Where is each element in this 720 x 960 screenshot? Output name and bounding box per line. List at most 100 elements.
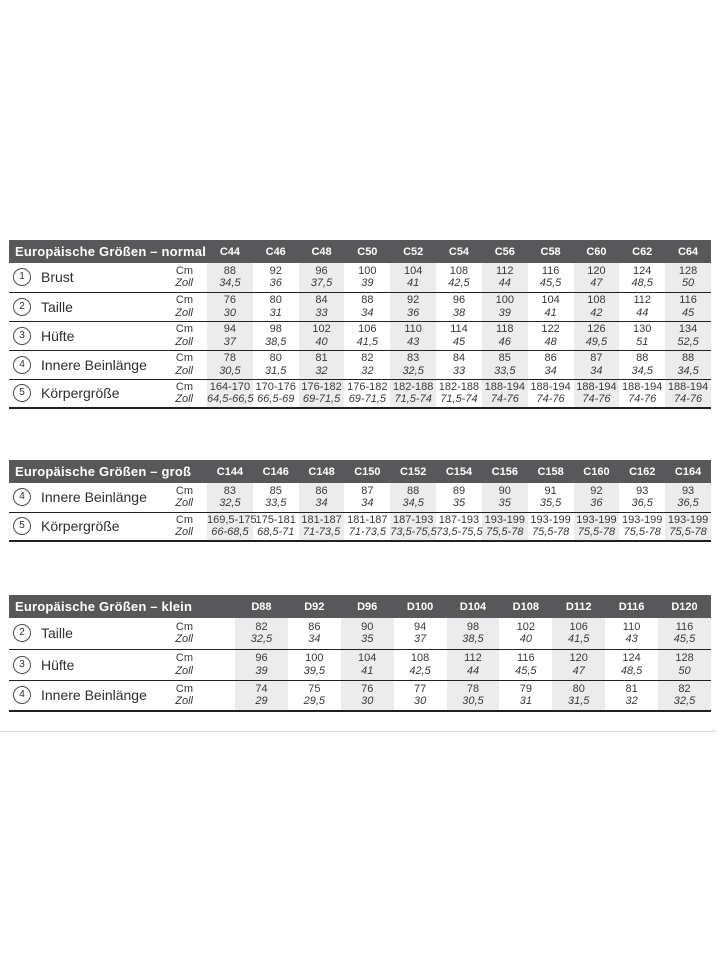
column-header-d108: D108: [499, 595, 553, 618]
cm-value: 116: [679, 294, 697, 306]
zoll-value: 74-76: [628, 393, 657, 406]
unit-cm-label: Cm: [175, 352, 193, 364]
data-cell: 80 31,5: [252, 349, 299, 379]
data-cell: 104 41: [390, 263, 437, 292]
zoll-value: 36,5: [631, 497, 653, 510]
zoll-value: 31: [519, 695, 532, 708]
column-header-c64: C64: [665, 240, 711, 263]
data-cell: 130 51: [619, 320, 666, 350]
column-header-d104: D104: [446, 595, 500, 618]
data-cell: 88 34,5: [390, 483, 437, 512]
data-cell: 128 50: [658, 648, 711, 680]
zoll-value: 33: [452, 364, 466, 377]
zoll-value: 39,5: [303, 664, 326, 677]
zoll-value: 34: [361, 306, 374, 319]
zoll-value: 31,5: [567, 695, 590, 708]
data-cell: 188-194 74-76: [665, 378, 711, 409]
cm-value: 78: [466, 682, 480, 695]
zoll-value: 36,5: [677, 497, 699, 510]
data-cell: 188-194 74-76: [527, 378, 574, 409]
zoll-value: 71-73,5: [348, 526, 387, 539]
cm-value: 87: [590, 352, 603, 364]
zoll-value: 30: [361, 695, 374, 708]
zoll-value: 50: [678, 664, 691, 677]
data-cell: 87 34: [573, 349, 620, 379]
data-cell: 108 42,5: [436, 263, 482, 292]
data-cell: 96 38: [436, 291, 482, 321]
zoll-value: 34: [361, 497, 374, 510]
row-number-badge: 5: [13, 517, 31, 536]
cm-value: 91: [544, 484, 557, 497]
data-cell: 96 39: [235, 648, 288, 680]
cm-value: 187-193: [392, 513, 434, 526]
unit-zoll-label: Zoll: [175, 364, 193, 377]
unit-zoll-label: Zoll: [175, 526, 194, 539]
unit-cm-label: Cm: [175, 682, 194, 695]
unit-labels-cell: Cm Zoll: [159, 320, 207, 350]
zoll-value: 39: [255, 664, 268, 677]
table-row-k-rpergr-e: 5 Körpergröße Cm Zoll 164-170 64,5-66,5 170-17…: [9, 378, 711, 409]
row-number-badge: 5: [13, 384, 31, 403]
cm-value: 86: [315, 484, 328, 497]
size-table-gross-section: Europäische Größen – groß C144 C146 C148 C15…: [9, 460, 711, 542]
column-header-c160: C160: [573, 460, 620, 483]
data-cell: 102 40: [298, 320, 345, 350]
data-cell: 188-194 74-76: [573, 378, 620, 409]
cm-value: 88: [681, 352, 695, 364]
zoll-value: 33,5: [494, 364, 516, 377]
table-row-h-fte: 3 Hüfte Cm Zoll 94 37 98 38,5 102 40 106 41,5 110 43 1…: [9, 320, 711, 350]
cm-value: 85: [269, 484, 282, 497]
size-table-klein-section: Europäische Größen – klein D88 D92 D96 D100 D…: [9, 595, 711, 712]
row-label-cell: 5 Körpergröße: [9, 511, 159, 542]
data-cell: 106 41,5: [344, 320, 391, 350]
cm-value: 88: [361, 294, 374, 306]
cm-value: 130: [633, 323, 652, 335]
row-label-cell: 5 Körpergröße: [9, 378, 159, 409]
data-cell: 108 42,5: [393, 648, 447, 680]
data-cell: 87 34: [344, 483, 390, 512]
cm-value: 181-187: [301, 513, 342, 526]
column-header-c162: C162: [619, 460, 666, 483]
zoll-value: 36: [407, 306, 420, 319]
cm-value: 193-199: [576, 513, 617, 526]
cm-value: 89: [452, 484, 466, 497]
row-label-cell: 2 Taille: [9, 618, 159, 649]
data-cell: 100 39,5: [287, 648, 341, 680]
cm-value: 98: [466, 620, 480, 633]
data-cell: 88 34,5: [665, 349, 711, 379]
column-header-d88: D88: [235, 595, 288, 618]
column-header-c156: C156: [481, 460, 528, 483]
row-label-cell: 2 Taille: [9, 291, 159, 321]
cm-value: 82: [361, 352, 374, 364]
column-header-c144: C144: [207, 460, 253, 483]
zoll-value: 75,5-78: [531, 526, 570, 539]
cm-value: 81: [625, 682, 638, 695]
zoll-value: 40: [315, 335, 328, 348]
cm-value: 92: [407, 294, 420, 306]
zoll-value: 34: [315, 497, 328, 510]
unit-labels-cell: Cm Zoll: [159, 618, 235, 649]
cm-value: 88: [407, 484, 420, 497]
data-cell: 83 32,5: [390, 349, 437, 379]
zoll-value: 68,5-71: [257, 526, 295, 539]
data-cell: 188-194 74-76: [619, 378, 666, 409]
zoll-value: 39: [361, 277, 374, 290]
data-cell: 193-199 75,5-78: [481, 511, 528, 542]
data-cell: 81 32: [605, 679, 659, 712]
column-header-c148: C148: [298, 460, 345, 483]
row-label: Hüfte: [41, 656, 75, 673]
data-cell: 120 47: [573, 263, 620, 292]
zoll-value: 44: [636, 306, 649, 319]
cm-value: 124: [633, 264, 652, 277]
table-row-h-fte: 3 Hüfte Cm Zoll 96 39 100 39,5 104 41 108 42,5 112 44…: [9, 648, 711, 680]
zoll-value: 73,5-75,5: [436, 526, 483, 539]
row-label: Körpergröße: [41, 385, 120, 402]
column-header-d116: D116: [605, 595, 659, 618]
cm-value: 96: [255, 652, 268, 664]
zoll-value: 74-76: [490, 393, 519, 406]
cm-value: 83: [223, 484, 237, 497]
data-cell: 170-176 66,5-69: [252, 378, 299, 409]
table-row-k-rpergr-e: 5 Körpergröße Cm Zoll 169,5-175 66-68,5 175-18…: [9, 511, 711, 542]
cm-value: 80: [269, 294, 282, 306]
data-cell: 85 33,5: [481, 349, 528, 379]
